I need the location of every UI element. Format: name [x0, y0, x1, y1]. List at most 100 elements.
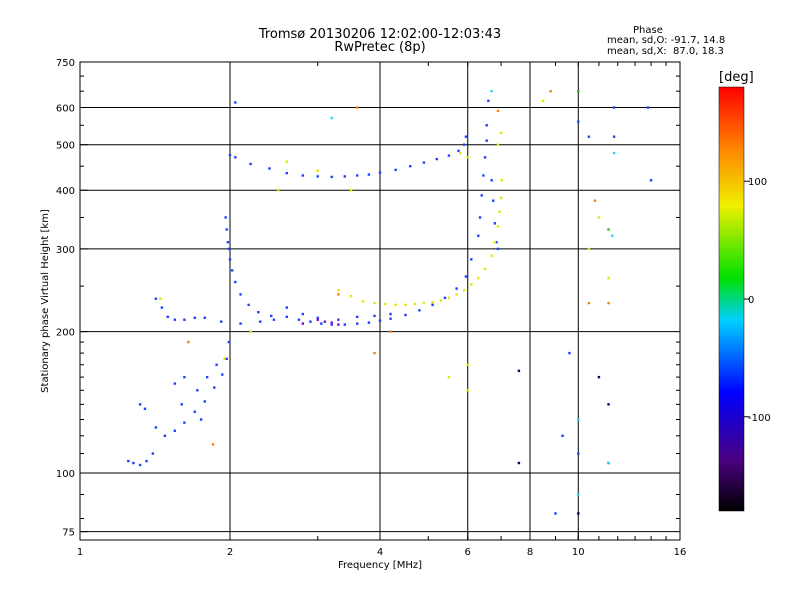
y-tick-label: 600 — [56, 104, 75, 115]
data-point — [404, 313, 407, 317]
data-point — [577, 418, 580, 421]
data-point — [166, 315, 169, 319]
data-point — [230, 269, 234, 272]
data-point — [219, 320, 223, 323]
data-point — [301, 312, 305, 316]
data-point — [493, 222, 497, 225]
data-point — [480, 194, 483, 197]
data-point — [455, 287, 458, 290]
data-point — [234, 156, 237, 159]
data-point — [138, 463, 142, 467]
data-point — [394, 168, 397, 172]
data-point — [330, 116, 333, 120]
data-point — [367, 321, 371, 324]
data-point — [270, 314, 273, 318]
data-point — [422, 301, 426, 305]
data-point — [431, 301, 434, 304]
data-point — [225, 228, 228, 231]
data-point — [597, 375, 601, 379]
y-tick-label: 75 — [62, 528, 75, 539]
data-point — [221, 373, 224, 376]
data-point — [612, 151, 616, 155]
data-point — [455, 293, 458, 296]
data-point — [215, 363, 218, 366]
colorbar — [718, 86, 745, 512]
phase-label: Phase — [633, 25, 663, 36]
data-point — [384, 302, 387, 306]
data-point — [337, 323, 340, 326]
data-point — [457, 149, 460, 153]
data-point — [343, 175, 347, 178]
data-point — [355, 315, 359, 319]
data-point — [541, 99, 545, 103]
data-point — [496, 225, 500, 228]
data-point — [223, 357, 226, 361]
data-point — [439, 299, 443, 302]
data-point — [239, 322, 242, 325]
data-point — [247, 303, 250, 307]
data-point — [466, 389, 469, 392]
data-point — [138, 403, 142, 406]
data-point — [234, 280, 237, 284]
data-point — [587, 247, 591, 251]
data-point — [493, 241, 497, 244]
data-point — [500, 179, 503, 182]
data-point — [316, 316, 319, 320]
data-point — [447, 154, 451, 157]
data-point — [577, 89, 580, 93]
x-axis-label: Frequency [MHz] — [338, 560, 422, 571]
data-point — [577, 493, 580, 496]
data-point — [320, 322, 323, 325]
colorbar-tick-label: 100 — [748, 177, 767, 188]
data-point — [272, 318, 276, 321]
data-point — [187, 340, 190, 344]
y-tick-label: 100 — [56, 469, 75, 480]
data-point — [611, 234, 614, 237]
colorbar-unit-label: [deg] — [719, 70, 754, 85]
data-point — [316, 318, 319, 321]
data-point — [477, 234, 480, 237]
data-point — [496, 109, 500, 113]
data-point — [490, 179, 493, 182]
data-point — [499, 131, 503, 135]
data-point — [587, 301, 591, 305]
data-point — [577, 512, 580, 515]
data-point — [367, 173, 371, 176]
data-point — [183, 375, 186, 379]
data-point — [257, 310, 260, 314]
data-point — [145, 459, 148, 463]
data-point — [483, 267, 487, 271]
data-point — [459, 151, 462, 155]
data-point — [577, 452, 580, 455]
axes: 1 2 4 6 8 10 16 75 100 200 300 400 500 600 750 Frequenc… — [40, 58, 686, 571]
data-point — [466, 363, 469, 366]
data-point — [517, 461, 521, 465]
grid — [80, 61, 680, 540]
data-point — [443, 296, 447, 300]
data-point — [309, 320, 312, 323]
data-point — [337, 289, 340, 292]
data-point — [285, 306, 288, 309]
data-point — [143, 407, 147, 410]
x-tick-label: 1 — [77, 547, 83, 558]
data-point — [337, 293, 340, 296]
data-point — [234, 101, 237, 104]
data-point — [349, 189, 353, 192]
x-tick-label: 2 — [227, 547, 233, 558]
colorbar-tick-label: 0 — [748, 295, 754, 306]
phase-o-stats: mean, sd,O: -91.7, 14.8 — [607, 35, 726, 46]
data-point — [496, 143, 500, 146]
data-point — [301, 174, 305, 177]
colorbar-tick-label: -100 — [748, 413, 771, 424]
data-point — [462, 289, 466, 292]
data-point — [159, 297, 162, 300]
data-point — [259, 320, 262, 323]
x-tick-label: 10 — [572, 547, 585, 558]
data-point — [587, 135, 591, 138]
data-point — [151, 452, 155, 455]
x-tick-label: 16 — [674, 547, 687, 558]
data-point — [422, 161, 426, 164]
data-point — [649, 179, 653, 182]
data-point — [607, 461, 610, 465]
